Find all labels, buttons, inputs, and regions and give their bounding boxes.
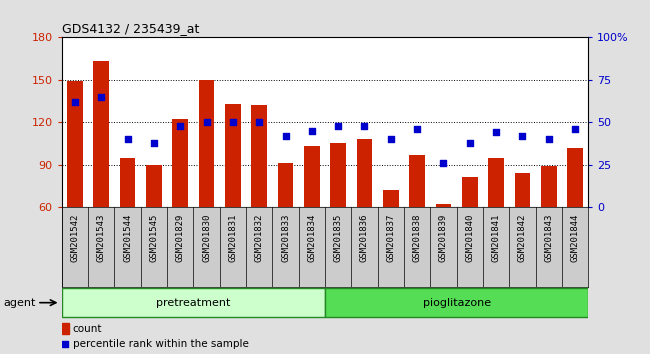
Bar [67, 81, 83, 207]
Text: GSM201543: GSM201543 [97, 213, 106, 262]
Point [149, 140, 159, 145]
Point [227, 119, 238, 125]
Text: GSM201542: GSM201542 [70, 213, 79, 262]
Text: GSM201840: GSM201840 [465, 213, 474, 262]
Text: percentile rank within the sample: percentile rank within the sample [73, 339, 248, 349]
Bar [515, 173, 530, 207]
Point [359, 123, 370, 129]
Point [254, 119, 265, 125]
Bar [94, 61, 109, 207]
Bar [172, 119, 188, 207]
Point [385, 136, 396, 142]
Text: GSM201844: GSM201844 [571, 213, 580, 262]
Text: GDS4132 / 235439_at: GDS4132 / 235439_at [62, 22, 199, 35]
Point [60, 341, 70, 347]
Point [570, 126, 580, 132]
Text: GSM201842: GSM201842 [518, 213, 527, 262]
Text: pretreatment: pretreatment [156, 298, 231, 308]
Bar [330, 143, 346, 207]
Bar [488, 158, 504, 207]
Text: GSM201837: GSM201837 [386, 213, 395, 262]
Point [333, 123, 343, 129]
Text: pioglitazone: pioglitazone [422, 298, 491, 308]
FancyBboxPatch shape [62, 288, 325, 317]
Bar [225, 104, 240, 207]
Bar [199, 80, 215, 207]
Text: GSM201833: GSM201833 [281, 213, 290, 262]
Text: GSM201545: GSM201545 [150, 213, 159, 262]
Point [517, 133, 528, 138]
Point [307, 128, 317, 133]
Point [122, 136, 133, 142]
Bar [410, 155, 425, 207]
Text: GSM201836: GSM201836 [360, 213, 369, 262]
Text: GSM201841: GSM201841 [491, 213, 500, 262]
FancyBboxPatch shape [325, 288, 588, 317]
Point [491, 130, 501, 135]
Text: GSM201843: GSM201843 [544, 213, 553, 262]
Text: GSM201834: GSM201834 [307, 213, 317, 262]
Bar [383, 190, 398, 207]
Point [543, 136, 554, 142]
Text: agent: agent [3, 298, 36, 308]
Bar [541, 166, 556, 207]
Bar [146, 165, 162, 207]
Text: GSM201830: GSM201830 [202, 213, 211, 262]
Point [202, 119, 212, 125]
Point [280, 133, 291, 138]
Text: GSM201831: GSM201831 [228, 213, 237, 262]
Point [175, 123, 185, 129]
Text: GSM201544: GSM201544 [123, 213, 132, 262]
Point [96, 94, 107, 99]
Bar [252, 105, 267, 207]
Bar [278, 163, 293, 207]
Point [465, 140, 475, 145]
Text: GSM201835: GSM201835 [333, 213, 343, 262]
Bar [304, 146, 320, 207]
Bar [120, 158, 135, 207]
Point [412, 126, 423, 132]
Text: count: count [73, 324, 102, 334]
Bar [436, 204, 451, 207]
Point [438, 160, 448, 166]
Bar [62, 324, 69, 334]
Text: GSM201838: GSM201838 [413, 213, 422, 262]
Text: GSM201829: GSM201829 [176, 213, 185, 262]
Point [70, 99, 80, 104]
Bar [462, 177, 478, 207]
Text: GSM201839: GSM201839 [439, 213, 448, 262]
Text: GSM201832: GSM201832 [255, 213, 264, 262]
Bar [567, 148, 583, 207]
Bar [357, 139, 372, 207]
